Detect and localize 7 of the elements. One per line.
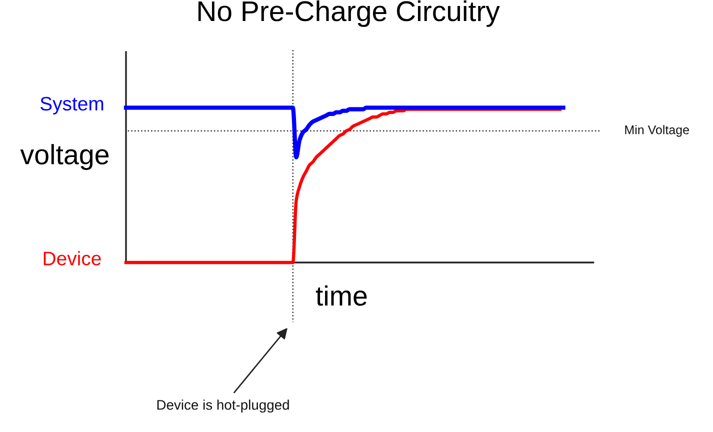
x-axis-title: time <box>316 285 367 306</box>
chart-title: No Pre-Charge Circuitry <box>198 0 500 27</box>
y-axis-title: voltage <box>20 144 109 170</box>
ref-line-label: Min Voltage <box>625 125 689 137</box>
series-label: System <box>40 96 104 114</box>
series-label: Device <box>44 251 101 266</box>
text: Device is hot-plugged <box>157 400 289 413</box>
